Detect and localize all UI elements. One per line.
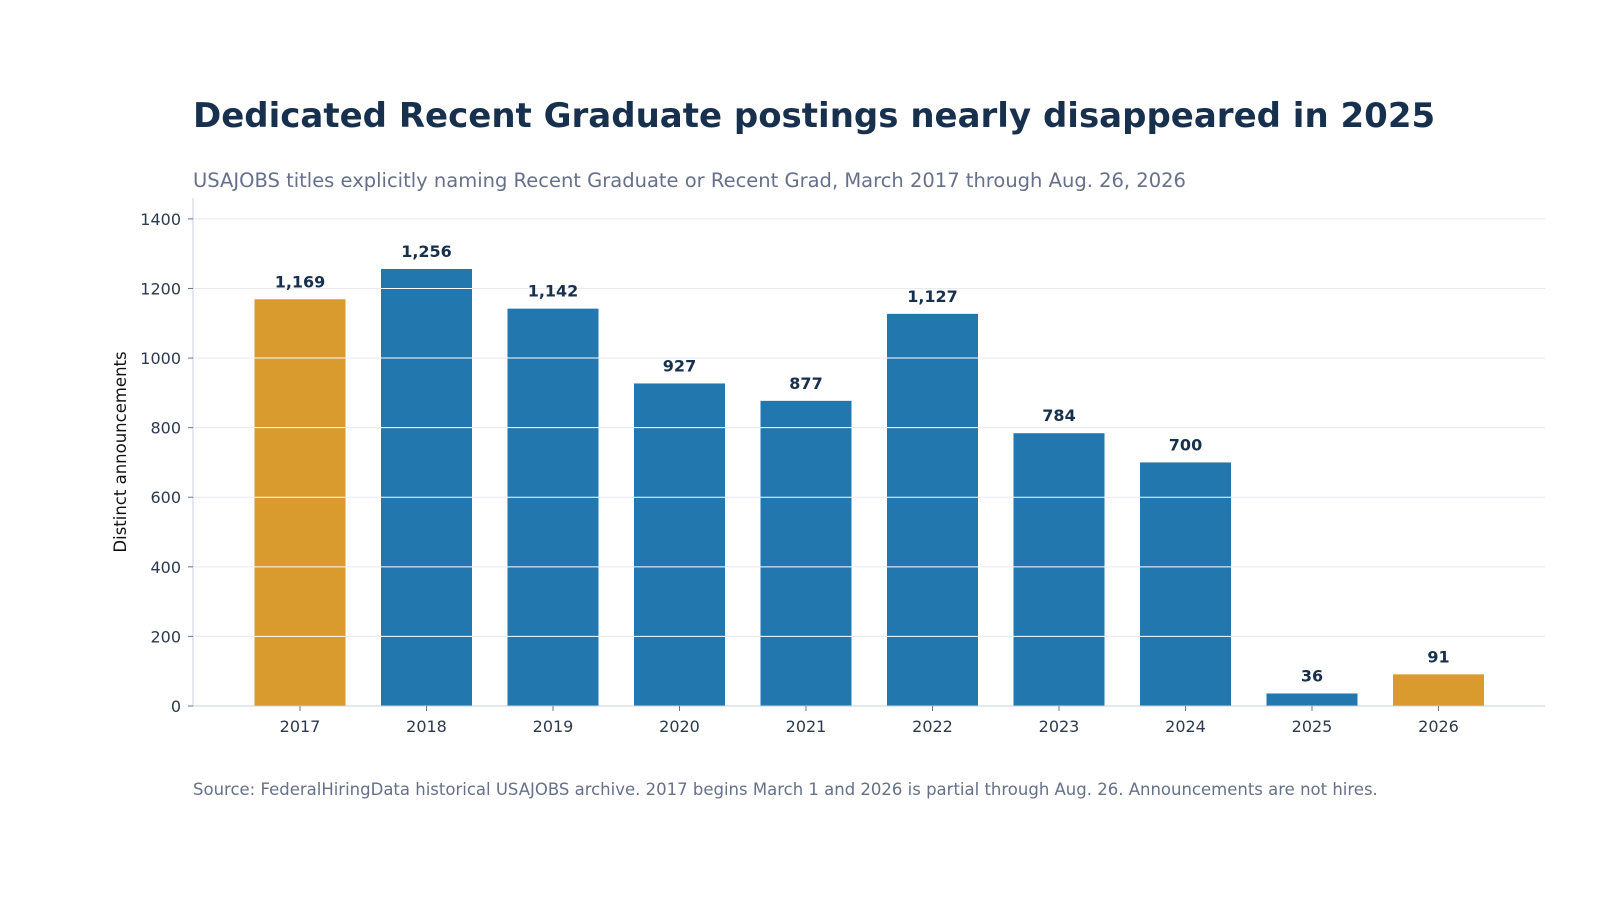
bar (254, 299, 346, 706)
x-tick-label: 2020 (659, 717, 700, 736)
y-tick-label: 1200 (140, 279, 181, 298)
chart-source: Source: FederalHiringData historical USA… (193, 780, 1378, 799)
bar (634, 383, 725, 706)
data-label: 1,127 (907, 287, 958, 306)
data-label: 1,142 (528, 282, 579, 301)
x-tick-label: 2024 (1165, 717, 1206, 736)
x-tick-label: 2023 (1039, 717, 1080, 736)
bars (254, 268, 1484, 706)
y-axis-title: Distinct announcements (111, 351, 130, 552)
chart-title: Dedicated Recent Graduate postings nearl… (193, 96, 1436, 136)
data-label: 36 (1301, 666, 1323, 685)
bar-gridline-overlay (254, 287, 1231, 637)
x-tick-label: 2019 (533, 717, 574, 736)
bar (1393, 674, 1484, 706)
y-tick-label: 600 (150, 488, 181, 507)
y-tick-label: 1400 (140, 210, 181, 229)
data-label: 700 (1169, 435, 1202, 454)
y-tick-label: 0 (171, 697, 181, 716)
x-tick-label: 2021 (786, 717, 827, 736)
y-tick-label: 1000 (140, 349, 181, 368)
x-tick-label: 2017 (280, 717, 321, 736)
bar (887, 313, 978, 706)
x-tick-label: 2018 (406, 717, 447, 736)
bar (760, 400, 852, 706)
data-label: 927 (663, 356, 696, 375)
y-tick-label: 800 (150, 419, 181, 438)
axes: 0 200 400 600 800 1000 1200 1400 2017 2018 2019 202… (140, 198, 1545, 736)
bar (381, 268, 472, 706)
y-tick-label: 400 (150, 558, 181, 577)
x-tick-label: 2022 (912, 717, 953, 736)
data-label: 877 (789, 374, 822, 393)
bar (507, 308, 599, 706)
data-label: 91 (1427, 647, 1449, 666)
bar (1013, 433, 1105, 706)
x-tick-label: 2026 (1418, 717, 1459, 736)
bar (1140, 462, 1231, 706)
data-label: 1,256 (401, 242, 452, 261)
data-label: 784 (1042, 406, 1075, 425)
y-tick-label: 200 (150, 627, 181, 646)
chart-subtitle: USAJOBS titles explicitly naming Recent … (193, 169, 1186, 192)
bar (1266, 693, 1358, 706)
data-label: 1,169 (275, 272, 326, 291)
x-tick-label: 2025 (1292, 717, 1333, 736)
value-labels: 1,169 1,256 1,142 927 877 1,127 784 700 36 91 (275, 242, 1450, 685)
